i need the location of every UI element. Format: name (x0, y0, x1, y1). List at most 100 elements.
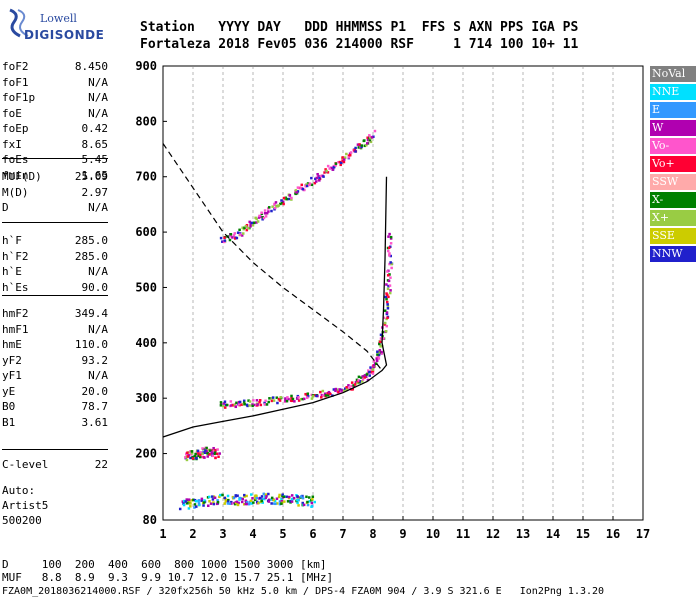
param-value: 349.4 (74, 307, 108, 320)
param-value: 285.0 (74, 234, 108, 247)
echo-point (258, 399, 262, 402)
echo-point (280, 497, 283, 501)
param-value: N/A (88, 369, 108, 382)
echo-point (359, 380, 362, 383)
echo-point (250, 502, 253, 505)
echo-point (185, 458, 189, 462)
echo-point (178, 507, 182, 511)
echo-point (294, 189, 298, 192)
echo-point (313, 181, 317, 185)
param-separator (2, 158, 108, 159)
param-name: hmF1 (2, 322, 29, 336)
echo-point (270, 502, 273, 505)
echo-point (386, 274, 390, 277)
echo-point (332, 165, 336, 169)
echo-point (278, 502, 282, 506)
echo-point (238, 233, 242, 236)
echo-point (345, 386, 348, 389)
echo-point (302, 503, 306, 507)
y-tick-label: 400 (135, 336, 157, 350)
echo-point (249, 223, 252, 226)
echo-point (186, 455, 190, 458)
echo-point (313, 393, 316, 397)
echo-point (253, 221, 256, 224)
echo-point (249, 224, 252, 228)
echo-point (376, 350, 379, 353)
echo-point (190, 452, 194, 455)
x-tick-label: 11 (456, 527, 470, 541)
echo-point (366, 138, 370, 142)
echo-point (182, 503, 186, 507)
echo-point (279, 202, 282, 206)
param-value: 8.65 (81, 137, 109, 151)
echo-point (389, 254, 392, 258)
echo-point (314, 177, 317, 181)
param-name: B1 (2, 415, 16, 429)
echo-point (238, 400, 242, 404)
echo-point (185, 498, 189, 501)
param-name: yE (2, 384, 16, 398)
echo-point (235, 401, 238, 405)
x-tick-label: 1 (159, 527, 166, 541)
echo-point (261, 497, 264, 501)
param-row: hmF2 349.4 (2, 307, 108, 321)
echo-point (267, 500, 271, 503)
echo-point (270, 498, 273, 501)
echo-point (261, 218, 264, 221)
echo-point (334, 164, 337, 167)
echo-point (260, 499, 264, 503)
digisonde-logo: Lowell DIGISONDE (6, 6, 104, 46)
echo-point (185, 502, 189, 505)
echo-point (295, 191, 298, 194)
echo-point (360, 144, 363, 147)
echo-point (219, 236, 223, 240)
echo-point (282, 495, 286, 499)
echo-point (278, 399, 282, 402)
echo-point (242, 401, 246, 404)
echo-point (385, 300, 389, 304)
echo-point (235, 236, 239, 240)
param-name: foF1 (2, 75, 29, 89)
echo-point (301, 501, 304, 505)
echo-point (226, 494, 230, 498)
echo-point (228, 238, 232, 242)
param-value: 25.09 (74, 170, 108, 183)
echo-point (322, 175, 325, 178)
x-tick-label: 13 (516, 527, 530, 541)
param-name: fmin (2, 168, 29, 182)
param-name: hmE (2, 338, 22, 351)
echo-point (278, 500, 282, 503)
echo-point (198, 503, 201, 507)
echo-point (325, 169, 328, 173)
echo-point (254, 216, 257, 220)
echo-point (229, 400, 233, 403)
echo-point (368, 135, 372, 139)
echo-point (379, 345, 382, 348)
param-row: C-level 22 (2, 458, 108, 472)
echo-point (385, 312, 389, 316)
echo-point (356, 143, 360, 146)
echo-point (223, 400, 227, 403)
legend-item-x: X+ (650, 210, 696, 226)
echo-point (282, 196, 286, 200)
param-row: fmin 1.65 (2, 169, 108, 183)
echo-point (286, 500, 290, 503)
x-tick-label: 9 (399, 527, 406, 541)
echo-point (240, 500, 244, 504)
echo-point (337, 390, 340, 394)
x-tick-label: 5 (279, 527, 286, 541)
param-row: foEp 0.42 (2, 122, 108, 136)
echo-point (273, 208, 276, 211)
echo-point (247, 226, 250, 230)
echo-point (203, 499, 206, 502)
echo-point (366, 136, 369, 140)
echo-point (189, 505, 192, 508)
echo-point (292, 496, 296, 500)
echo-point (211, 498, 215, 501)
echo-point (238, 498, 241, 501)
echo-point (300, 183, 304, 187)
param-name: C-level (2, 458, 49, 471)
param-value: 5.45 (81, 153, 109, 166)
param-row: foF2 8.450 (2, 60, 108, 74)
echo-point (251, 404, 254, 408)
